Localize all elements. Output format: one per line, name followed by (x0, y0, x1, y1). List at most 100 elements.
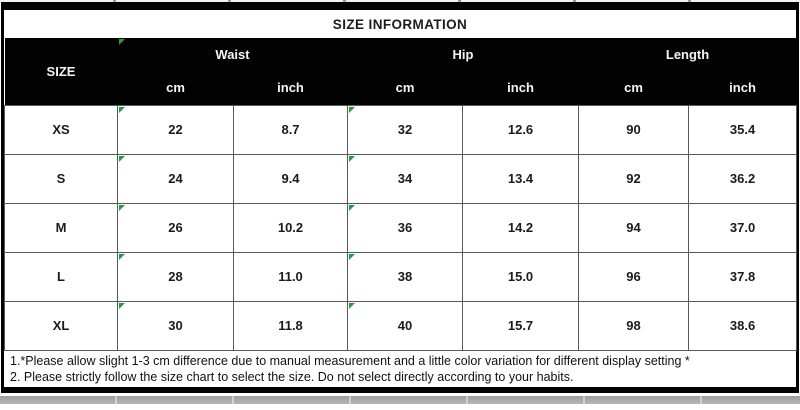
unit-header-waist-inch: inch (233, 71, 348, 105)
measurement-cell: 11.0 (232, 251, 349, 302)
measurement-cell: 35.4 (688, 104, 798, 155)
measurement-cell: 22 (117, 104, 234, 155)
cell-value: 15.7 (507, 318, 534, 333)
cell-value: 90 (626, 122, 641, 137)
note-line-2: 2. Please strictly follow the size chart… (10, 370, 574, 384)
green-flag-icon (349, 106, 356, 113)
table-body: XS 22 8.7 32 12.6 90 35.4 S 24 9.4 34 13.4 92 36.2 M 26… (4, 104, 798, 351)
green-flag-icon (349, 204, 356, 211)
cell-value: 32 (397, 122, 413, 137)
size-chart-frame: SIZE INFORMATION SIZE Waist Hip (1, 2, 799, 393)
measurement-cell: 98 (578, 300, 690, 351)
cell-value: 36 (397, 220, 413, 235)
measurement-cell: 37.0 (688, 202, 798, 253)
measurement-cell: 92 (578, 153, 690, 204)
cell-value: 36.2 (729, 171, 756, 186)
table-row: M 26 10.2 36 14.2 94 37.0 (4, 202, 798, 253)
cell-value: 30 (168, 318, 183, 333)
table-header: SIZE Waist Hip Length cm inch cm (4, 38, 797, 105)
measurement-cell: 34 (347, 153, 464, 204)
cell-value: 12.6 (507, 122, 534, 137)
green-flag-icon (349, 155, 356, 162)
group-label: Waist (215, 47, 250, 62)
measurement-cell: 38 (347, 251, 464, 302)
cell-value: 11.8 (278, 318, 303, 333)
measurement-cell: 26 (117, 202, 234, 253)
top-edge-strip (1, 0, 799, 2)
column-header-waist: Waist (117, 38, 348, 71)
cell-value: 15.0 (507, 269, 534, 284)
measurement-cell: 30 (117, 300, 234, 351)
measurement-cell: 11.8 (232, 300, 349, 351)
unit-header-hip-inch: inch (462, 71, 579, 105)
measurement-cell: 37.8 (688, 251, 798, 302)
measurement-cell: 96 (578, 251, 690, 302)
unit-header-waist-cm: cm (117, 71, 234, 105)
footer-notes: 1.*Please allow slight 1-3 cm difference… (4, 350, 796, 387)
size-cell: L (4, 251, 118, 302)
green-flag-icon (349, 302, 356, 309)
cell-value: 34 (397, 171, 413, 186)
cell-value: 11.0 (278, 269, 303, 284)
note-line-1: 1.*Please allow slight 1-3 cm difference… (10, 353, 690, 368)
green-flag-icon (119, 106, 125, 113)
table-row: L 28 11.0 38 15.0 96 37.8 (4, 251, 798, 302)
measurement-cell: 14.2 (462, 202, 580, 253)
measurement-cell: 10.2 (232, 202, 349, 253)
cell-value: 26 (168, 220, 183, 235)
measurement-cell: 28 (117, 251, 234, 302)
measurement-cell: 15.0 (462, 251, 580, 302)
cell-value: 94 (626, 220, 641, 235)
size-cell: XS (4, 104, 118, 155)
cell-value: 28 (168, 269, 183, 284)
green-flag-icon (118, 39, 125, 45)
cell-value: 13.4 (507, 171, 534, 186)
green-flag-icon (349, 253, 356, 260)
table-row: S 24 9.4 34 13.4 92 36.2 (4, 153, 798, 204)
column-header-size: SIZE (4, 38, 118, 105)
table-row: XL 30 11.8 40 15.7 98 38.6 (4, 300, 798, 351)
unit-header-length-inch: inch (688, 71, 797, 105)
group-label: Hip (452, 47, 474, 62)
cell-value: 92 (626, 171, 641, 186)
unit-header-row: cm inch cm inch cm inch (5, 71, 797, 105)
measurement-cell: 8.7 (232, 104, 349, 155)
measurement-cell: 94 (578, 202, 690, 253)
cell-value: 8.7 (281, 122, 300, 137)
cell-value: 9.4 (281, 171, 300, 186)
cell-value: 24 (168, 171, 183, 186)
unit-header-length-cm: cm (578, 71, 689, 105)
measurement-cell: 38.6 (688, 300, 798, 351)
bottom-edge-strip (0, 395, 800, 404)
cell-value: 14.2 (507, 220, 534, 235)
measurement-cell: 32 (347, 104, 464, 155)
cell-value: 37.8 (729, 269, 756, 284)
group-label: Length (665, 47, 710, 62)
green-flag-icon (119, 204, 125, 211)
measurement-cell: 12.6 (462, 104, 580, 155)
measurement-cell: 13.4 (462, 153, 580, 204)
size-cell: S (4, 153, 118, 204)
size-cell: M (4, 202, 118, 253)
cell-value: 10.2 (277, 220, 304, 235)
cell-value: 35.4 (729, 122, 756, 137)
measurement-cell: 24 (117, 153, 234, 204)
unit-header-hip-cm: cm (347, 71, 463, 105)
green-flag-icon (119, 302, 125, 309)
cell-value: 38.6 (729, 318, 756, 333)
group-header-row: SIZE Waist Hip Length (4, 38, 797, 105)
table-row: XS 22 8.7 32 12.6 90 35.4 (4, 104, 798, 155)
column-header-length: Length (578, 38, 797, 71)
cell-value: 22 (168, 122, 183, 137)
cell-value: 40 (397, 318, 413, 333)
measurement-cell: 36 (347, 202, 464, 253)
green-flag-icon (119, 253, 125, 260)
column-header-hip: Hip (347, 38, 579, 71)
cell-value: 37.0 (729, 220, 756, 235)
cell-value: 96 (626, 269, 641, 284)
measurement-cell: 40 (347, 300, 464, 351)
size-table: SIZE Waist Hip Length cm inch cm (4, 38, 798, 351)
measurement-cell: 90 (578, 104, 690, 155)
green-flag-icon (119, 155, 125, 162)
